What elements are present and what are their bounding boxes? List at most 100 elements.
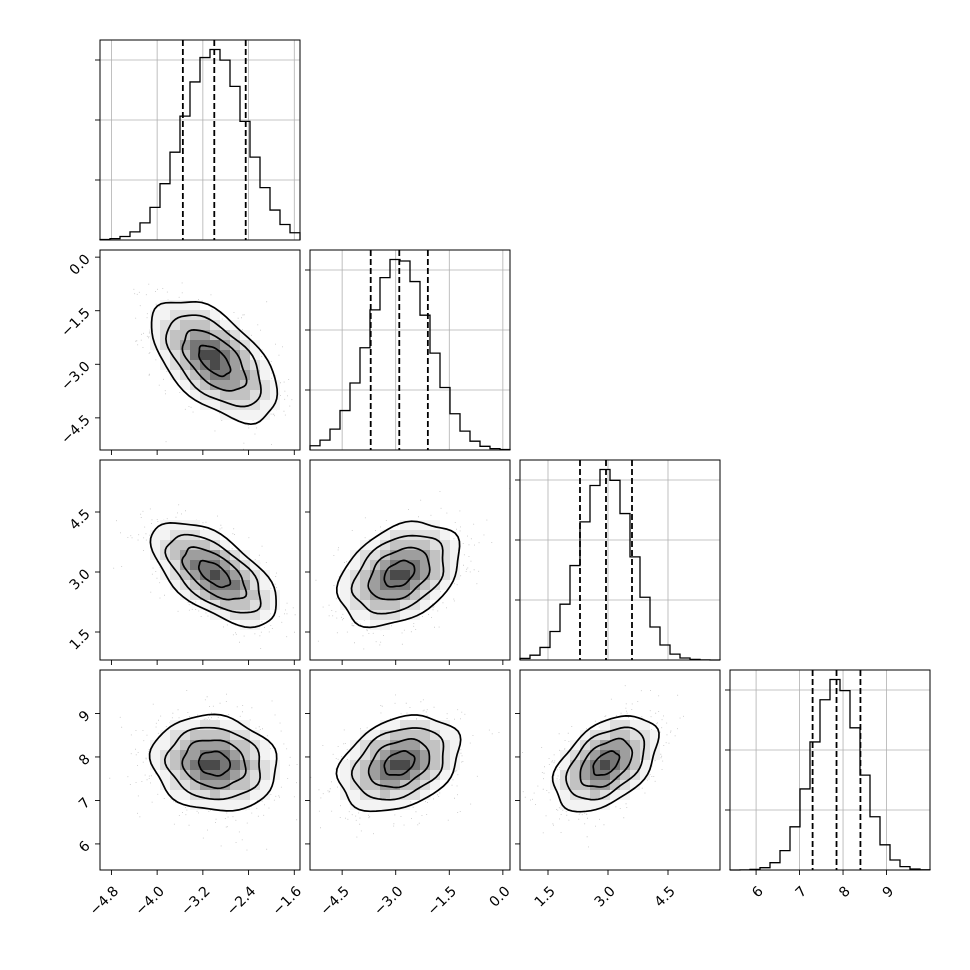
density-cell <box>170 340 180 350</box>
density-cell <box>410 740 420 750</box>
density-cell <box>400 800 410 810</box>
density-cell <box>430 780 440 790</box>
density-content <box>522 685 684 848</box>
density-cell <box>230 780 240 790</box>
density-cell <box>250 790 260 800</box>
density-cell <box>200 740 210 750</box>
density-cell <box>630 720 640 730</box>
density-cell <box>260 410 270 420</box>
density-cell <box>190 340 200 350</box>
density-cell <box>220 610 230 620</box>
density-cell <box>210 570 220 580</box>
density-cell <box>210 330 220 340</box>
x-tick-label: 9 <box>880 883 898 901</box>
density-cell <box>430 590 440 600</box>
density-cell <box>360 740 370 750</box>
density-cell <box>230 350 240 360</box>
density-cell <box>180 760 190 770</box>
density-cell <box>240 610 250 620</box>
density-cell <box>410 760 420 770</box>
contour-line <box>383 750 416 776</box>
density-cell <box>350 610 360 620</box>
density-cell <box>620 730 630 740</box>
density-cell <box>200 590 210 600</box>
density-cell <box>570 800 580 810</box>
density-cell <box>380 560 390 570</box>
density-cell <box>200 310 210 320</box>
density-cell <box>220 540 230 550</box>
density-cell <box>590 730 600 740</box>
density-cell <box>210 780 220 790</box>
density-cell <box>350 560 360 570</box>
density-cell <box>170 360 180 370</box>
density-cell <box>260 370 270 380</box>
density-cell <box>630 740 640 750</box>
density-cell <box>340 790 350 800</box>
density-cell <box>220 550 230 560</box>
density-cell <box>360 770 370 780</box>
density-cell <box>370 740 380 750</box>
density-cell <box>220 750 230 760</box>
density-cell <box>610 780 620 790</box>
density-cell <box>170 730 180 740</box>
density-cell <box>350 590 360 600</box>
density-cell <box>180 540 190 550</box>
density-cell <box>620 770 630 780</box>
density-cell <box>220 740 230 750</box>
density-cell <box>180 320 190 330</box>
density-cell <box>640 760 650 770</box>
density-cell <box>200 530 210 540</box>
density-cell <box>560 770 570 780</box>
density-cell <box>420 730 430 740</box>
density-cell <box>580 760 590 770</box>
density-cell <box>590 790 600 800</box>
density-cell <box>160 300 170 310</box>
density-cell <box>240 620 250 630</box>
density-cell <box>640 770 650 780</box>
density-cell <box>230 750 240 760</box>
density-cell <box>650 730 660 740</box>
density-cell <box>380 540 390 550</box>
density-cell <box>230 770 240 780</box>
density-cell <box>250 410 260 420</box>
density-cell <box>220 580 230 590</box>
histogram-panel <box>305 249 511 451</box>
density-cell <box>440 770 450 780</box>
density-cell <box>250 770 260 780</box>
density-cell <box>170 520 180 530</box>
density-cell <box>210 740 220 750</box>
density-cell <box>350 790 360 800</box>
x-tick-label: −4.5 <box>318 883 353 918</box>
density-cell <box>400 750 410 760</box>
density-cell <box>560 780 570 790</box>
density-cell <box>370 800 380 810</box>
density-cell <box>210 360 220 370</box>
density-cell <box>440 750 450 760</box>
density-cell <box>200 770 210 780</box>
density-cell <box>180 560 190 570</box>
density-cell <box>430 750 440 760</box>
density-cell <box>410 580 420 590</box>
density-cell <box>210 370 220 380</box>
density-cell <box>630 780 640 790</box>
density-cell <box>620 750 630 760</box>
density-content <box>315 488 510 650</box>
density-cell <box>630 750 640 760</box>
density-cell <box>400 610 410 620</box>
density-cell <box>220 800 230 810</box>
density-cell <box>210 760 220 770</box>
contour-line <box>150 300 279 426</box>
density-cell <box>420 560 430 570</box>
density-cell <box>200 370 210 380</box>
density-cell <box>250 760 260 770</box>
density-cell <box>150 320 160 330</box>
density-cell <box>190 350 200 360</box>
density-cell <box>240 570 250 580</box>
density-cell <box>160 340 170 350</box>
density-content <box>113 504 296 649</box>
density-content <box>133 282 293 450</box>
density-cell <box>440 720 450 730</box>
density-cell <box>180 780 190 790</box>
density-cell <box>190 780 200 790</box>
contour-line <box>181 329 248 392</box>
